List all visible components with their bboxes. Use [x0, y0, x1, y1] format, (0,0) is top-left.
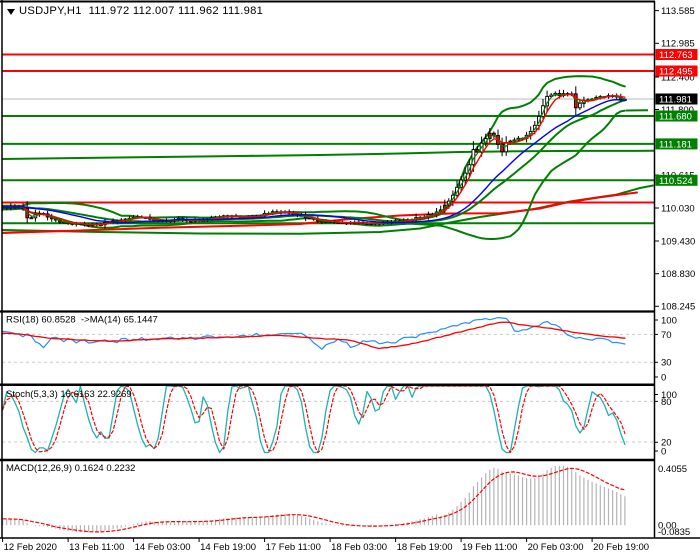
svg-text:113.585: 113.585 [661, 6, 695, 17]
svg-text:111.181: 111.181 [659, 140, 692, 151]
svg-text:111.800: 111.800 [661, 105, 694, 116]
svg-text:110.524: 110.524 [659, 176, 693, 187]
svg-text:112.985: 112.985 [661, 39, 695, 50]
svg-text:-0.0835: -0.0835 [658, 527, 690, 538]
svg-text:0.00: 0.00 [658, 521, 677, 532]
svg-text:18 Feb 03:00: 18 Feb 03:00 [331, 542, 387, 553]
svg-text:109.430: 109.430 [661, 236, 695, 247]
svg-text:0: 0 [661, 446, 666, 457]
svg-text:112.763: 112.763 [659, 50, 693, 61]
svg-text:112.400: 112.400 [661, 72, 695, 83]
svg-text:18 Feb 19:00: 18 Feb 19:00 [397, 542, 453, 553]
svg-text:20: 20 [661, 438, 672, 449]
svg-text:30: 30 [661, 358, 672, 369]
svg-text:14 Feb 19:00: 14 Feb 19:00 [200, 542, 256, 553]
svg-text:100: 100 [661, 390, 677, 401]
svg-text:RSI(18) 60.8528 ->MA(14) 65.1: RSI(18) 60.8528 ->MA(14) 65.1447 [6, 315, 158, 326]
svg-text:100: 100 [661, 315, 677, 326]
svg-text:111.680: 111.680 [659, 112, 692, 123]
svg-text:111.981: 111.981 [659, 95, 692, 106]
svg-text:0.4055: 0.4055 [658, 464, 687, 475]
svg-text:19 Feb 11:00: 19 Feb 11:00 [462, 542, 517, 553]
svg-text:USDJPY,H1 111.972 112.007 111: USDJPY,H1 111.972 112.007 111.962 111.98… [19, 5, 263, 17]
svg-text:Stoch(5,3,3) 16.6163 22.9269: Stoch(5,3,3) 16.6163 22.9269 [6, 389, 132, 400]
svg-text:110.030: 110.030 [661, 203, 695, 214]
svg-text:13 Feb 11:00: 13 Feb 11:00 [69, 542, 124, 553]
svg-text:108.830: 108.830 [661, 269, 695, 280]
svg-text:12 Feb 2020: 12 Feb 2020 [4, 542, 57, 553]
svg-text:MACD(12,26,9) 0.1624 0.2232: MACD(12,26,9) 0.1624 0.2232 [6, 463, 135, 474]
svg-text:70: 70 [661, 330, 672, 341]
svg-text:20 Feb 19:00: 20 Feb 19:00 [593, 542, 649, 553]
svg-text:17 Feb 11:00: 17 Feb 11:00 [266, 542, 321, 553]
svg-text:108.245: 108.245 [661, 302, 695, 313]
svg-text:0: 0 [661, 372, 666, 383]
svg-text:80: 80 [661, 397, 672, 408]
svg-text:20 Feb 03:00: 20 Feb 03:00 [528, 542, 584, 553]
svg-text:112.495: 112.495 [659, 67, 693, 78]
svg-text:14 Feb 03:00: 14 Feb 03:00 [135, 542, 191, 553]
